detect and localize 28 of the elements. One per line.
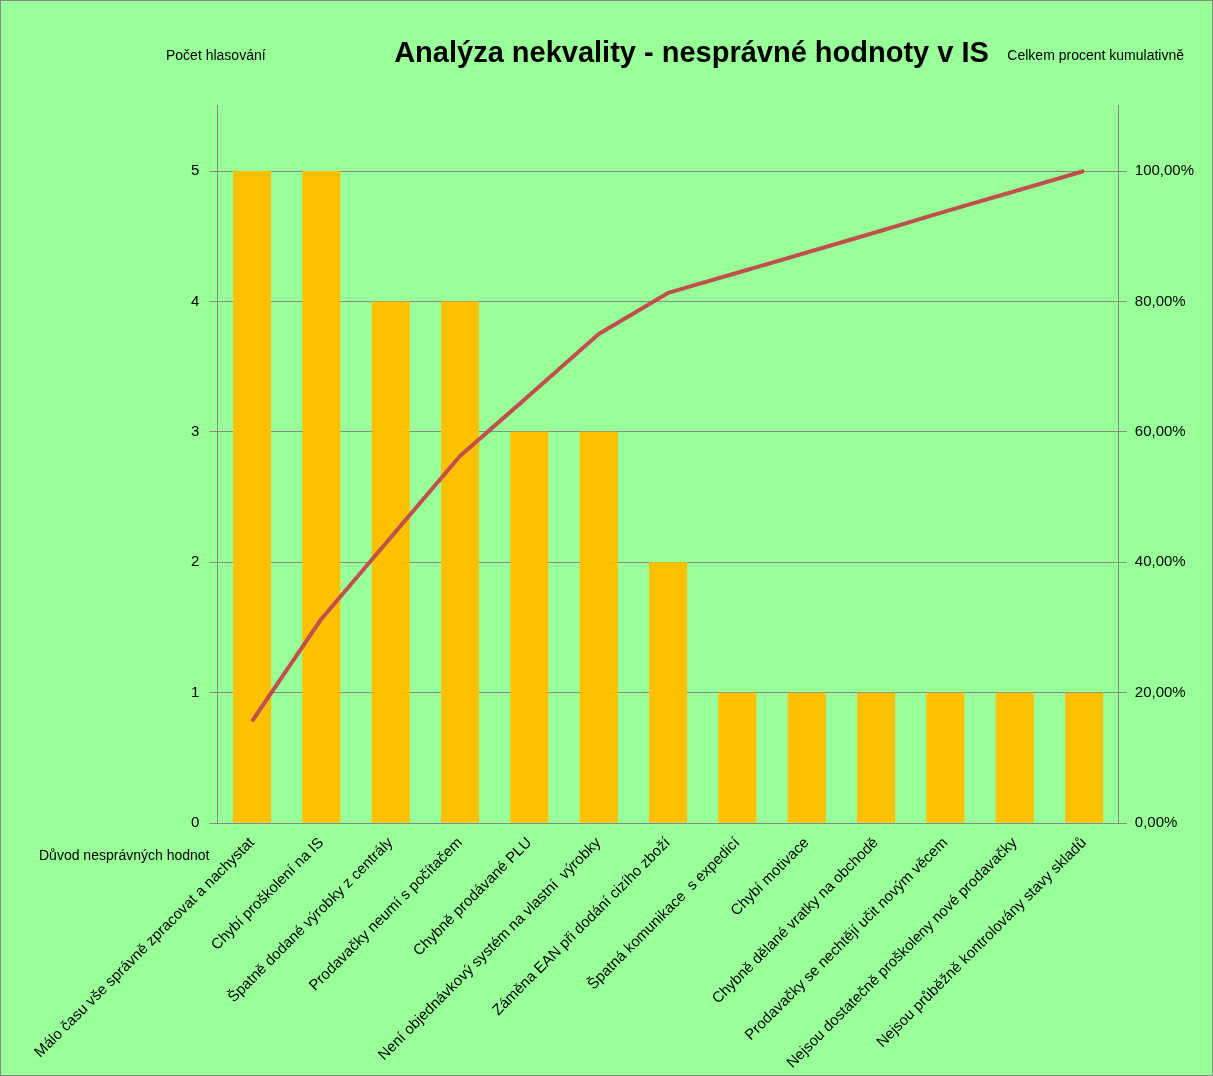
- y-tick-label: 0: [191, 813, 200, 831]
- bar: [718, 692, 757, 823]
- y-tick-label: 4: [191, 291, 200, 309]
- bar: [1065, 692, 1104, 823]
- y-axis-title: Počet hlasování: [166, 47, 266, 63]
- bar: [857, 692, 896, 823]
- y2-axis-title: Celkem procent kumulativně: [1007, 47, 1184, 63]
- y-tick-label: 2: [191, 552, 200, 570]
- y2-tick-label: 0,00%: [1134, 813, 1178, 831]
- y2-tick-label: 20,00%: [1134, 682, 1186, 700]
- bar: [579, 431, 618, 823]
- bar: [232, 171, 272, 823]
- bar: [648, 562, 688, 823]
- y2-tick-label: 80,00%: [1134, 291, 1186, 309]
- y2-tick-label: 100,00%: [1134, 161, 1194, 179]
- bar: [510, 431, 549, 823]
- bar: [302, 171, 341, 823]
- bar: [371, 301, 410, 823]
- y2-tick-label: 60,00%: [1134, 421, 1186, 439]
- bar: [926, 692, 965, 823]
- bar: [440, 301, 480, 823]
- bar: [787, 692, 826, 823]
- y-tick-label: 1: [191, 682, 200, 700]
- bar: [995, 692, 1034, 823]
- y-tick-label: 5: [191, 161, 200, 179]
- y-tick-label: 3: [191, 421, 200, 439]
- chart-title: Analýza nekvality - nesprávné hodnoty v IS: [394, 36, 989, 69]
- y2-tick-label: 40,00%: [1134, 552, 1186, 570]
